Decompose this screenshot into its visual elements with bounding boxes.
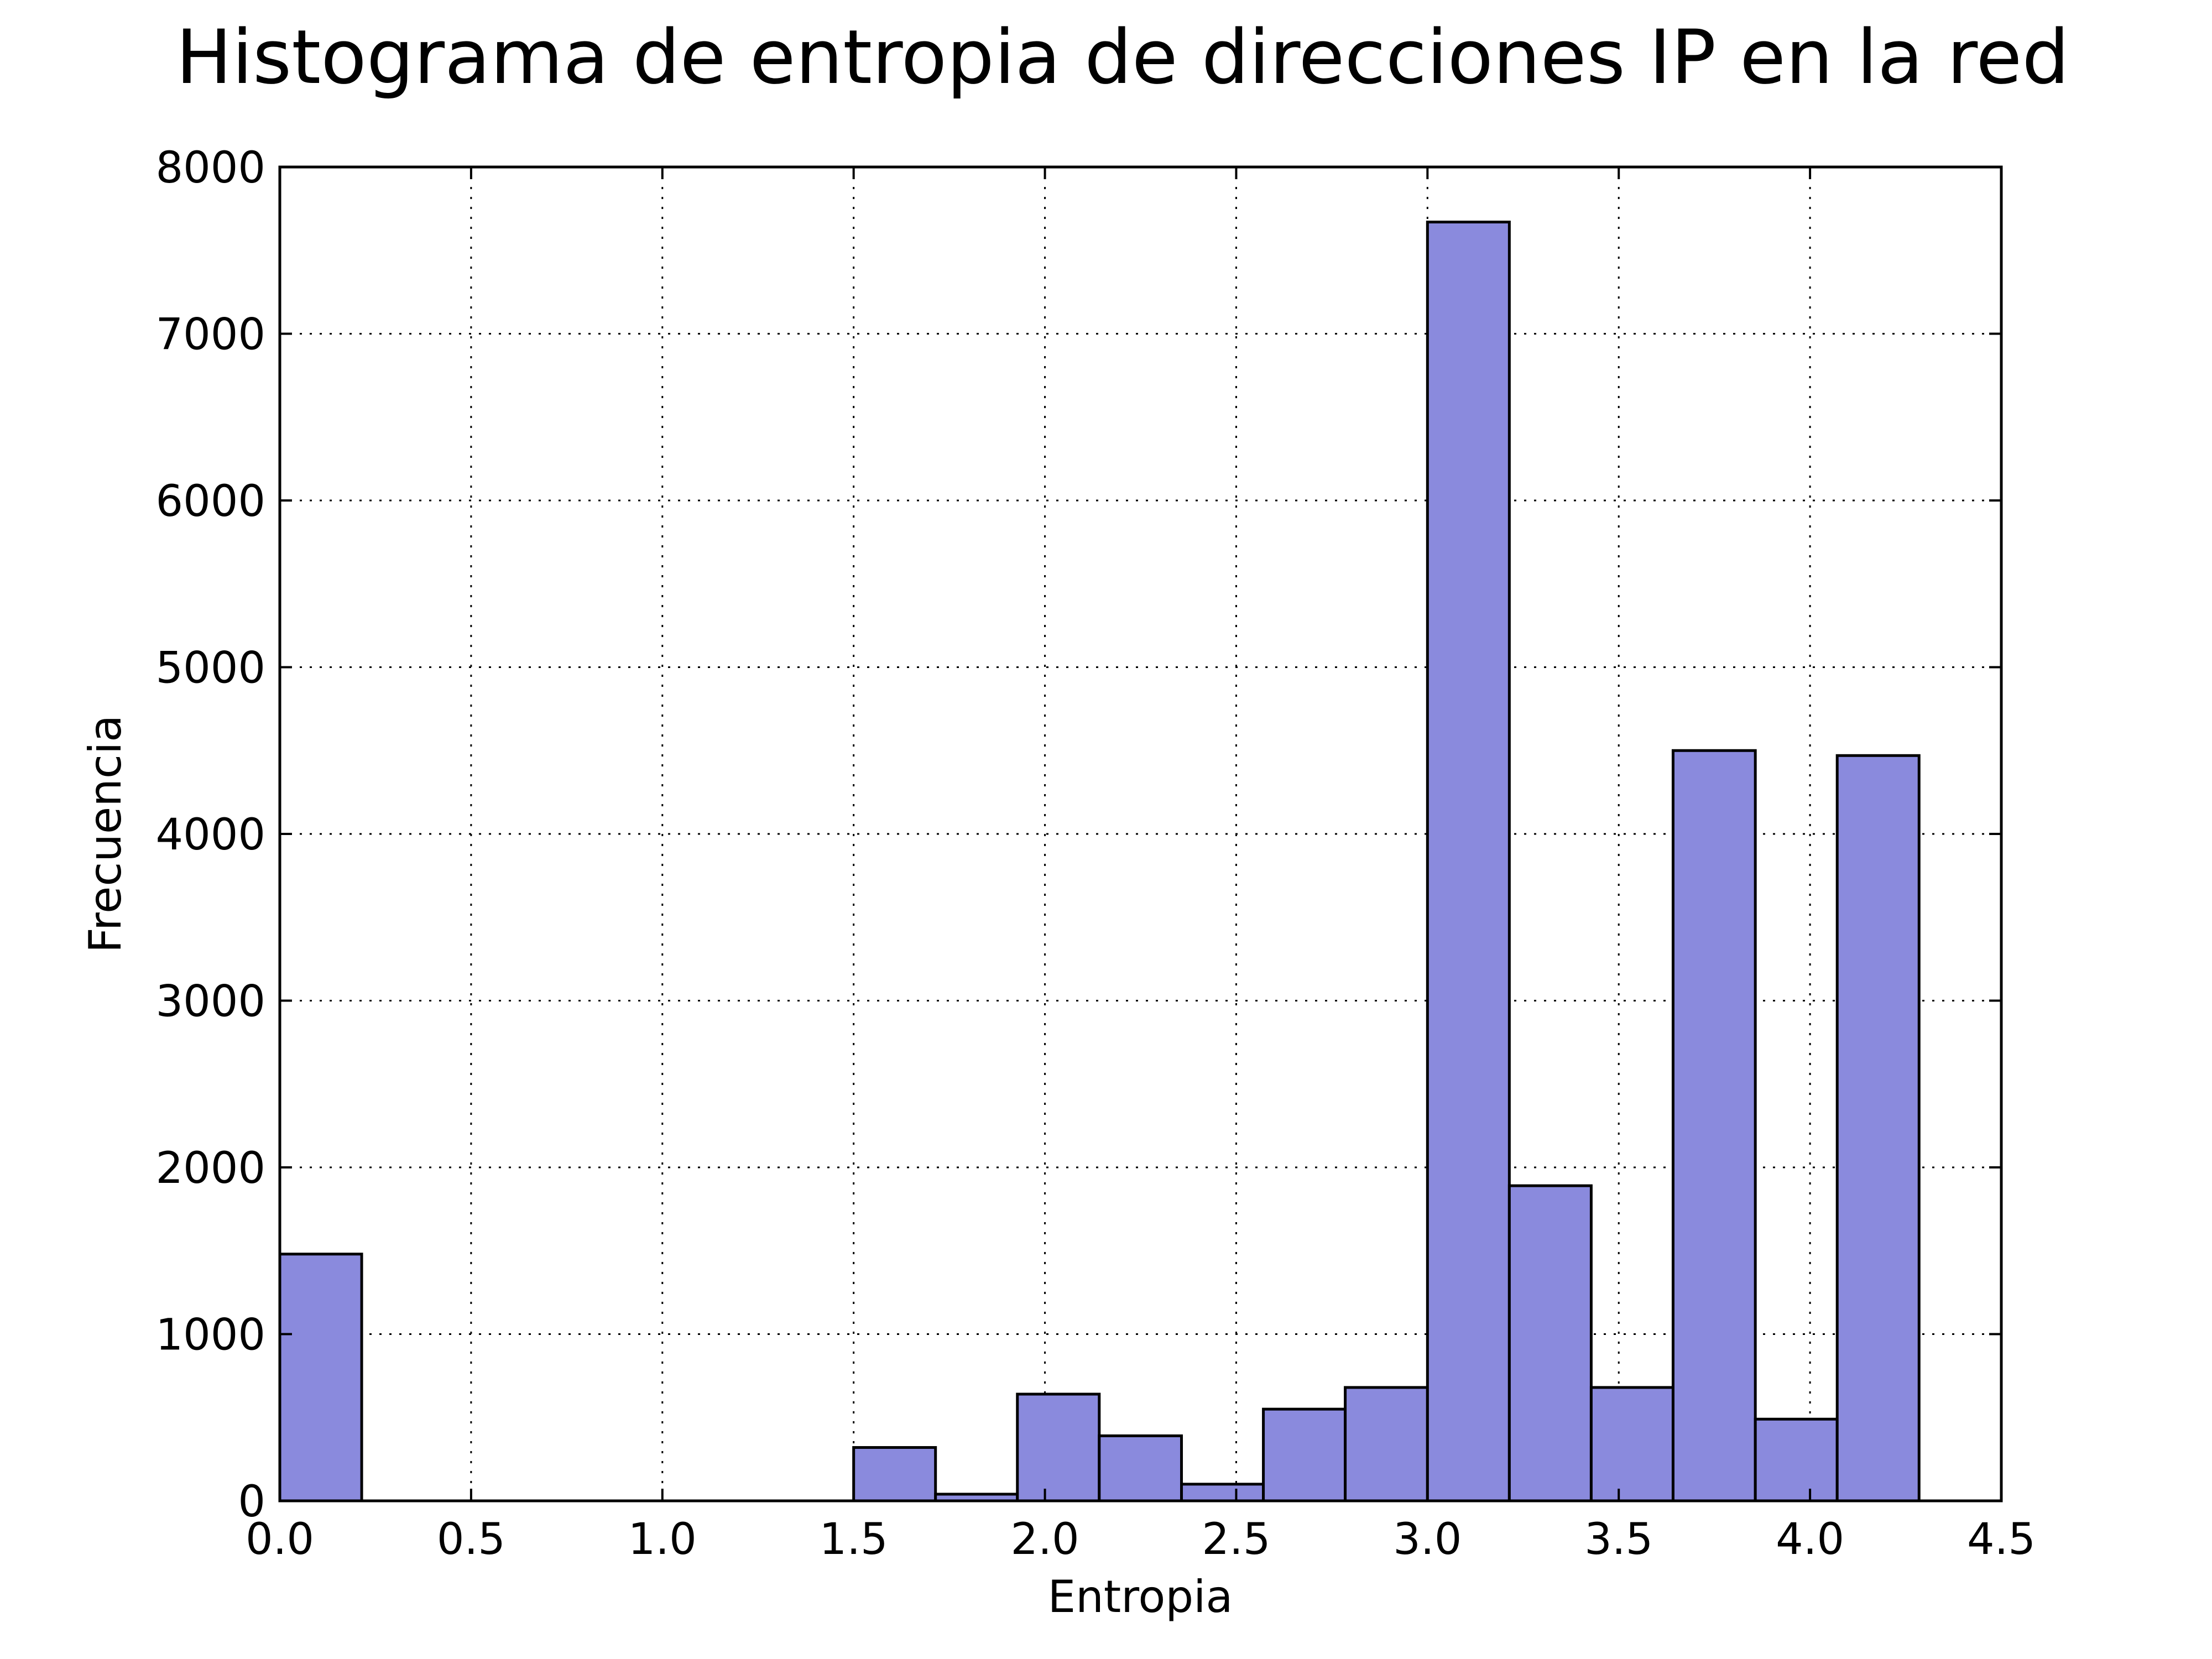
histogram-bar — [278, 1253, 363, 1503]
y-tick-label: 4000 — [155, 810, 265, 860]
y-tick-label: 8000 — [155, 143, 265, 193]
y-tick-label: 3000 — [155, 977, 265, 1027]
x-tick-label: 0.0 — [246, 1515, 314, 1564]
y-tick-label: 2000 — [155, 1144, 265, 1193]
histogram-bar — [1016, 1392, 1101, 1503]
x-tick-labels: 0.0 0.5 1.0 1.5 2.0 2.5 3.0 3.5 4.0 4.5 — [246, 1515, 2036, 1564]
x-tick-label: 0.5 — [437, 1515, 505, 1564]
histogram-bar — [1180, 1483, 1265, 1503]
histogram-bar — [852, 1446, 937, 1503]
x-tick-label: 2.5 — [1202, 1515, 1270, 1564]
y-tick-label: 0 — [238, 1477, 265, 1527]
x-axis-label: Entropia — [1048, 1571, 1233, 1623]
x-tick-label: 2.0 — [1011, 1515, 1079, 1564]
x-tick-label: 3.5 — [1584, 1515, 1653, 1564]
y-tick-label: 1000 — [155, 1311, 265, 1360]
x-tick-label: 3.0 — [1393, 1515, 1462, 1564]
histogram-bar — [1426, 220, 1511, 1503]
y-tick-label: 7000 — [155, 310, 265, 360]
y-tick-label: 6000 — [155, 477, 265, 526]
histogram-bars — [278, 220, 1921, 1503]
x-tick-label: 4.0 — [1776, 1515, 1844, 1564]
histogram-bar — [1507, 1184, 1593, 1503]
y-axis-label: Frecuencia — [80, 715, 131, 953]
histogram-bar — [1098, 1434, 1183, 1503]
histogram-bar — [1344, 1386, 1429, 1503]
y-tick-label: 5000 — [155, 644, 265, 693]
histogram-bar — [1262, 1407, 1347, 1503]
histogram-bar — [1754, 1417, 1839, 1503]
histogram-bar — [1589, 1386, 1674, 1503]
x-tick-label: 1.0 — [628, 1515, 697, 1564]
chart-title: Histograma de entropia de direcciones IP… — [176, 14, 2069, 101]
axis-ticks — [279, 166, 2002, 1502]
x-tick-label: 1.5 — [820, 1515, 888, 1564]
histogram-bar — [1835, 754, 1921, 1503]
histogram-bar — [1671, 749, 1757, 1503]
y-tick-labels: 0 1000 2000 3000 4000 5000 6000 7000 8000 — [155, 143, 265, 1527]
x-tick-label: 4.5 — [1967, 1515, 2036, 1564]
